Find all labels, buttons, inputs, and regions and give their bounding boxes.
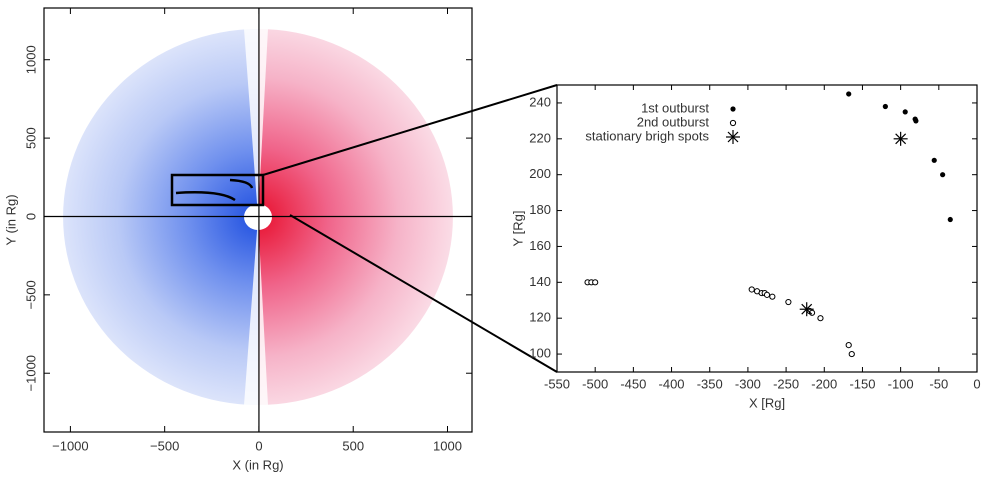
- point: [947, 216, 953, 223]
- x-tick-label: -100: [888, 376, 914, 391]
- plot-frame: [43, 7, 473, 433]
- y-tick-label: 100: [529, 346, 551, 361]
- x-tick-label: -300: [735, 376, 761, 391]
- point: [763, 291, 771, 298]
- x-tick-label: 0: [255, 438, 262, 453]
- x-tick-label: -250: [773, 376, 799, 391]
- x-tick-label: -400: [659, 376, 685, 391]
- x-tick-label: −500: [150, 438, 179, 453]
- y-tick-label: −1000: [23, 355, 38, 392]
- x-tick-label: -500: [582, 376, 608, 391]
- y-axis-label: Y [Rg]: [510, 211, 525, 247]
- x-tick-label: -350: [697, 376, 723, 391]
- connector: [262, 84, 558, 176]
- x-tick-label: -150: [849, 376, 875, 391]
- y-axis-label: Y (in Rg): [3, 194, 18, 245]
- curve: [229, 178, 254, 189]
- y-tick-label: 140: [529, 274, 551, 289]
- legend-marker: [730, 106, 736, 112]
- point: [785, 298, 792, 306]
- x-tick-label: 0: [973, 376, 980, 391]
- y-tick-label: 180: [529, 202, 551, 217]
- point: [769, 293, 776, 300]
- x-axis-label: X [Rg]: [749, 395, 785, 410]
- asterisk-stroke: [801, 303, 813, 315]
- point: [902, 109, 908, 115]
- asterisk-stroke: [727, 131, 739, 143]
- plot-frame: [556, 84, 978, 373]
- disk-gap: [244, 29, 268, 405]
- x-tick-label: 500: [342, 438, 364, 453]
- y-tick-label: −500: [23, 280, 38, 309]
- point: [931, 157, 937, 163]
- point: [817, 315, 824, 322]
- zoom-overlay: [170, 84, 558, 373]
- point: [913, 118, 919, 124]
- y-tick-label: 120: [529, 310, 551, 325]
- point: [882, 103, 888, 110]
- x-axis-label: X (in Rg): [232, 457, 283, 472]
- x-tick-label: -450: [620, 376, 646, 391]
- y-tick-label: 220: [529, 130, 551, 145]
- zoom-box: [170, 173, 265, 207]
- curve: [175, 191, 236, 202]
- legend-marker: [726, 130, 740, 144]
- point: [592, 279, 599, 286]
- x-tick-label: -50: [929, 376, 948, 391]
- x-tick-label: 1000: [433, 438, 462, 453]
- x-tick-label: −1000: [52, 438, 89, 453]
- connector: [289, 214, 558, 373]
- y-tick-label: 240: [529, 94, 551, 109]
- legend-marker: [729, 119, 737, 127]
- y-tick-label: 160: [529, 238, 551, 253]
- asterisk-stroke: [895, 133, 907, 145]
- legend-label: 1st outburst: [641, 100, 709, 115]
- y-tick-label: 0: [23, 213, 38, 220]
- legend-label: stationary brigh spots: [585, 128, 709, 143]
- x-tick-label: -550: [544, 376, 570, 391]
- point: [845, 341, 852, 349]
- point: [940, 172, 946, 178]
- point: [846, 91, 852, 97]
- y-tick-label: 200: [529, 166, 551, 181]
- point: [848, 350, 855, 358]
- y-tick-label: 1000: [23, 45, 38, 74]
- point: [799, 302, 814, 317]
- point: [893, 131, 908, 146]
- legend-label: 2nd outburst: [637, 114, 710, 129]
- point: [748, 286, 755, 293]
- y-tick-label: 500: [23, 127, 38, 149]
- x-tick-label: -200: [811, 376, 837, 391]
